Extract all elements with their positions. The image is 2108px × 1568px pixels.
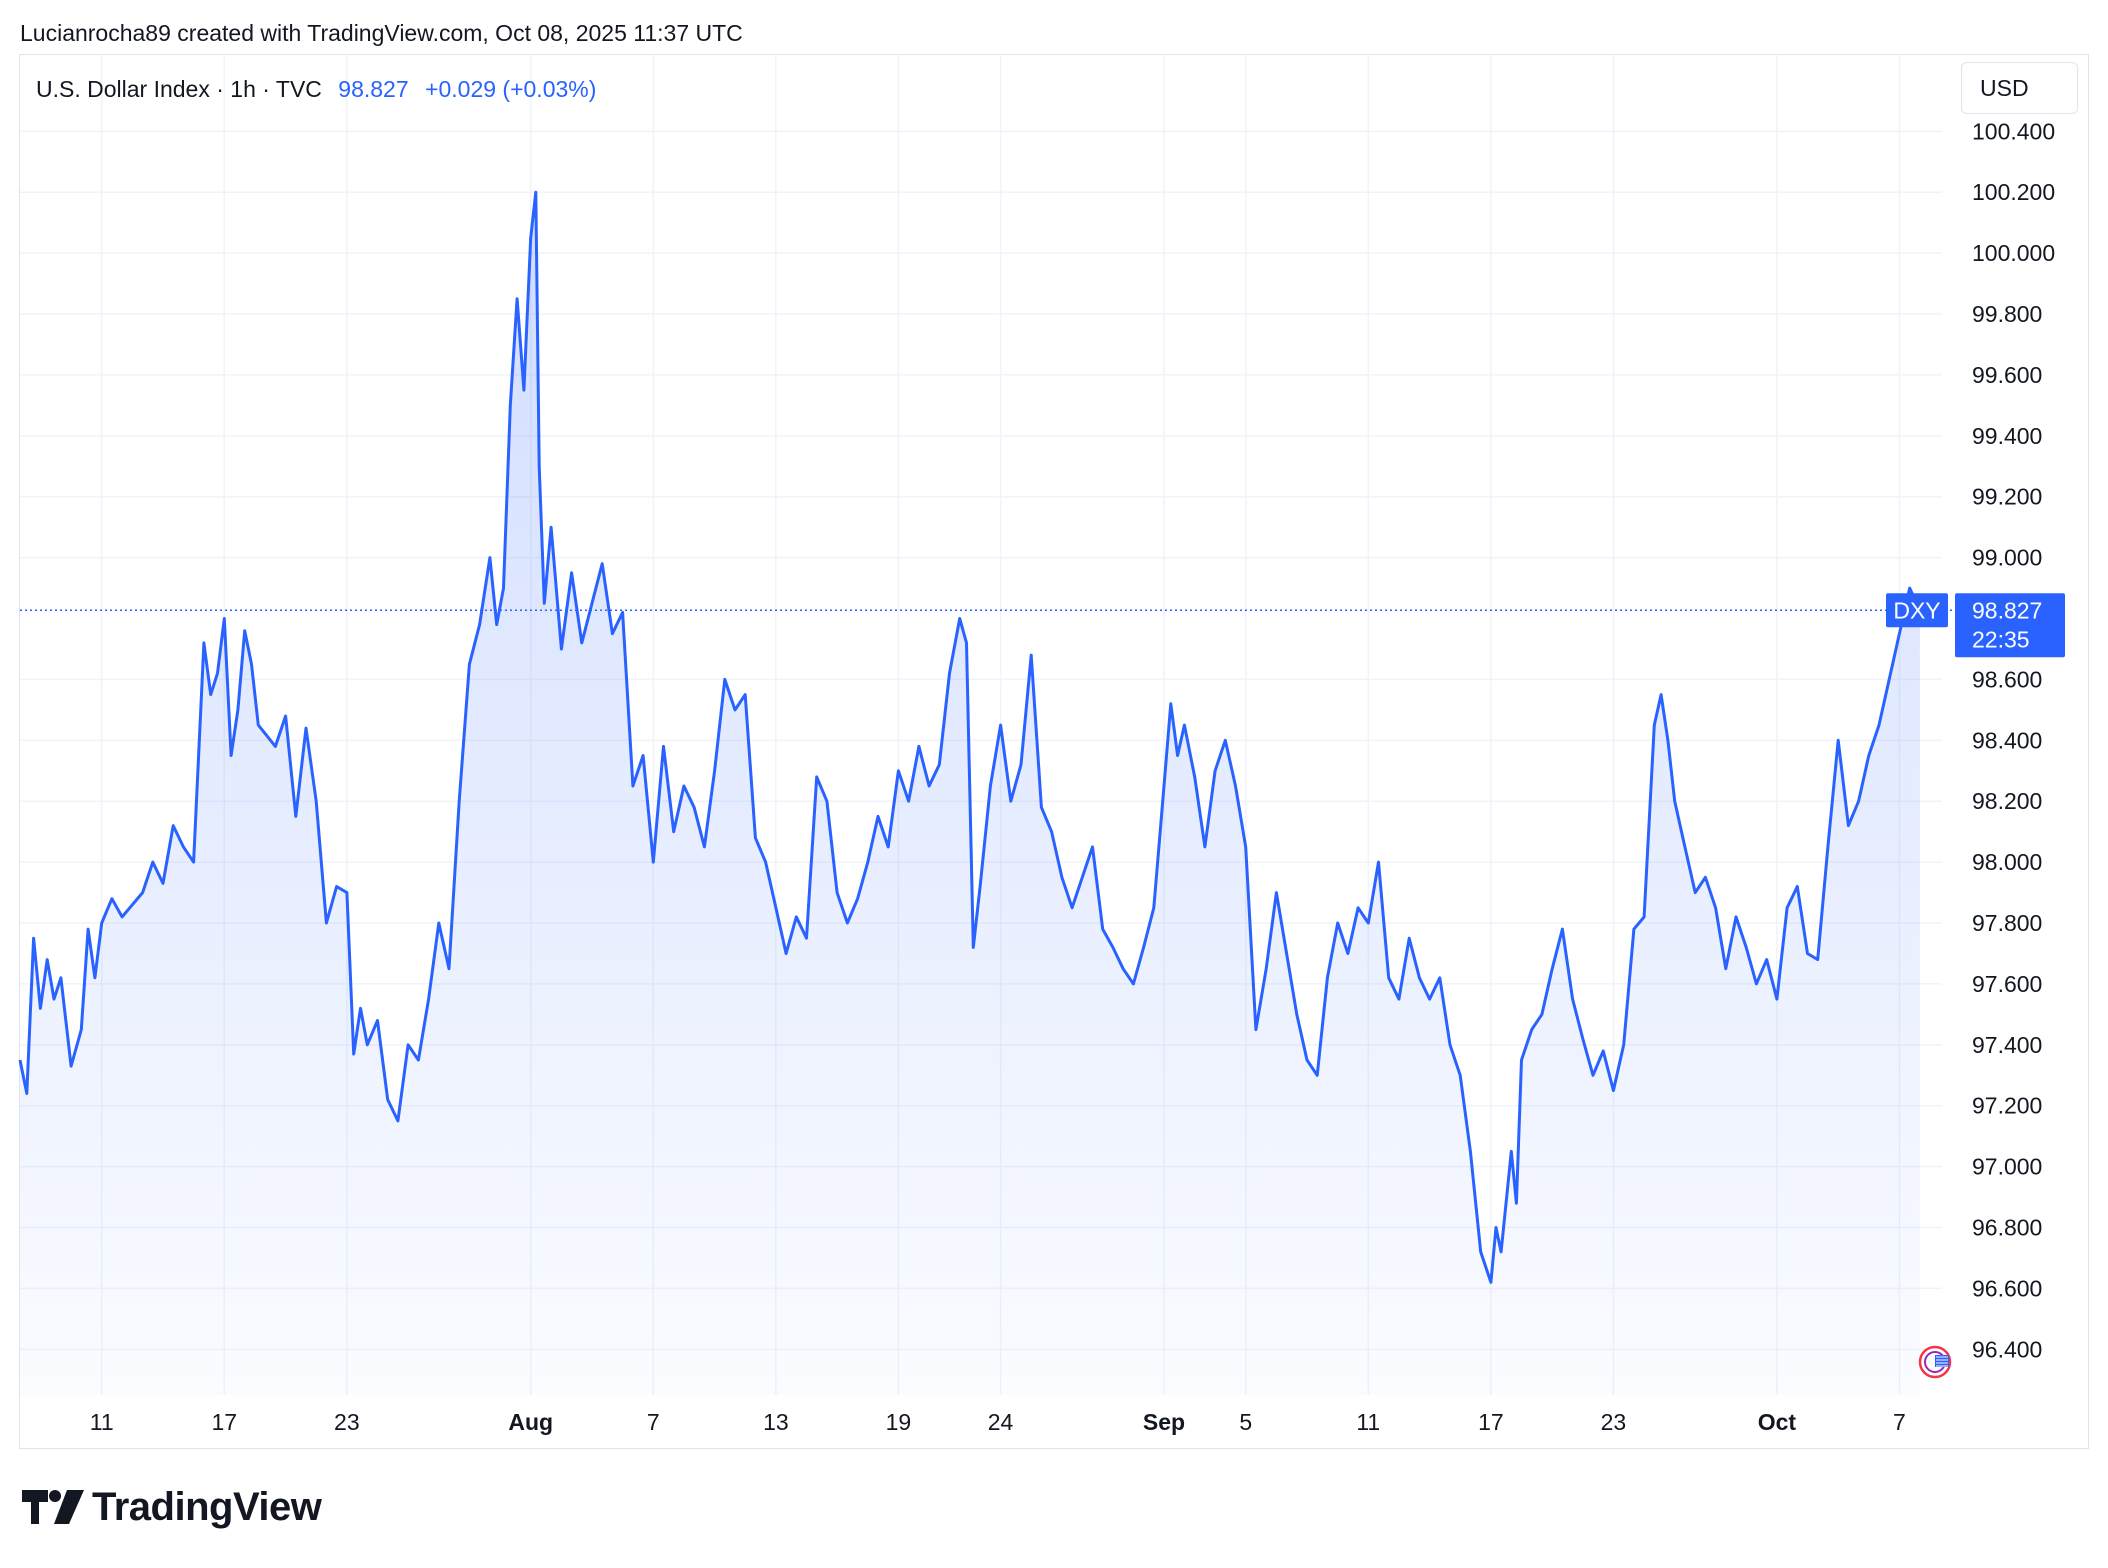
price-badge-countdown: 22:35 [1972, 626, 2030, 652]
y-tick-label: 96.400 [1972, 1336, 2042, 1362]
y-tick-label: 97.000 [1972, 1154, 2042, 1180]
us-flag-icon[interactable] [1918, 1345, 1952, 1379]
x-tick-label: 7 [1893, 1409, 1906, 1435]
y-tick-label: 97.800 [1972, 910, 2042, 936]
chart-credit: Lucianrocha89 created with TradingView.c… [20, 20, 743, 46]
y-tick-label: 98.400 [1972, 727, 2042, 753]
x-tick-label: 17 [211, 1409, 237, 1435]
x-tick-label: 11 [90, 1409, 114, 1435]
ticker-badge-text: DXY [1893, 597, 1940, 623]
y-tick-label: 100.000 [1972, 240, 2055, 266]
x-tick-label: 24 [988, 1409, 1014, 1435]
y-tick-label: 98.000 [1972, 849, 2042, 875]
y-tick-label: 96.800 [1972, 1215, 2042, 1241]
y-tick-label: 98.200 [1972, 788, 2042, 814]
x-tick-label: 23 [334, 1409, 360, 1435]
series-area-fill [20, 192, 1920, 1396]
y-tick-label: 100.200 [1972, 179, 2055, 205]
y-tick-label: 98.600 [1972, 666, 2042, 692]
y-tick-label: 97.200 [1972, 1093, 2042, 1119]
x-tick-label: 7 [647, 1409, 660, 1435]
x-tick-label: 5 [1239, 1409, 1252, 1435]
y-tick-label: 99.600 [1972, 362, 2042, 388]
series-line [18, 190, 1922, 1284]
tradingview-logo-icon [22, 1490, 84, 1524]
price-badge [1955, 593, 2065, 658]
x-tick-label: 19 [886, 1409, 912, 1435]
x-tick-label: Oct [1758, 1409, 1797, 1435]
x-tick-label: 11 [1356, 1409, 1380, 1435]
legend-change: +0.029 (+0.03%) [425, 76, 597, 102]
tradingview-branding[interactable]: TradingView [22, 1482, 322, 1532]
x-tick-label: Aug [508, 1409, 553, 1435]
y-tick-label: 99.400 [1972, 423, 2042, 449]
y-tick-label: 99.800 [1972, 301, 2042, 327]
legend-last-value: 98.827 [338, 76, 409, 102]
y-tick-label: 100.400 [1972, 118, 2055, 144]
y-tick-label: 99.000 [1972, 545, 2042, 571]
y-tick-label: 97.600 [1972, 971, 2042, 997]
y-tick-label: 96.600 [1972, 1275, 2042, 1301]
legend-symbol[interactable]: U.S. Dollar Index · 1h · TVC [36, 76, 322, 102]
last-price-label: DXY 98.827 22:35 [1886, 593, 2065, 658]
y-axis[interactable]: 100.400 100.200 100.000 99.800 99.600 99.400 9… [1972, 118, 2055, 1362]
x-axis[interactable]: 11 17 23 Aug 7 13 19 24 Sep 5 11 17 23 Oct 7 [90, 1409, 1906, 1435]
x-tick-label: 23 [1601, 1409, 1627, 1435]
y-tick-label: 97.400 [1972, 1032, 2042, 1058]
ticker-badge [1886, 593, 1948, 628]
chart-legend: U.S. Dollar Index · 1h · TVC 98.827 +0.0… [36, 76, 596, 103]
tradingview-wordmark: TradingView [92, 1484, 322, 1529]
chart-frame [19, 54, 2089, 1449]
x-tick-label: 17 [1478, 1409, 1504, 1435]
x-tick-label: 13 [763, 1409, 789, 1435]
x-tick-label: Sep [1143, 1409, 1185, 1435]
price-badge-value: 98.827 [1972, 597, 2042, 623]
currency-button[interactable]: USD [1961, 62, 2078, 114]
y-tick-label: 99.200 [1972, 484, 2042, 510]
